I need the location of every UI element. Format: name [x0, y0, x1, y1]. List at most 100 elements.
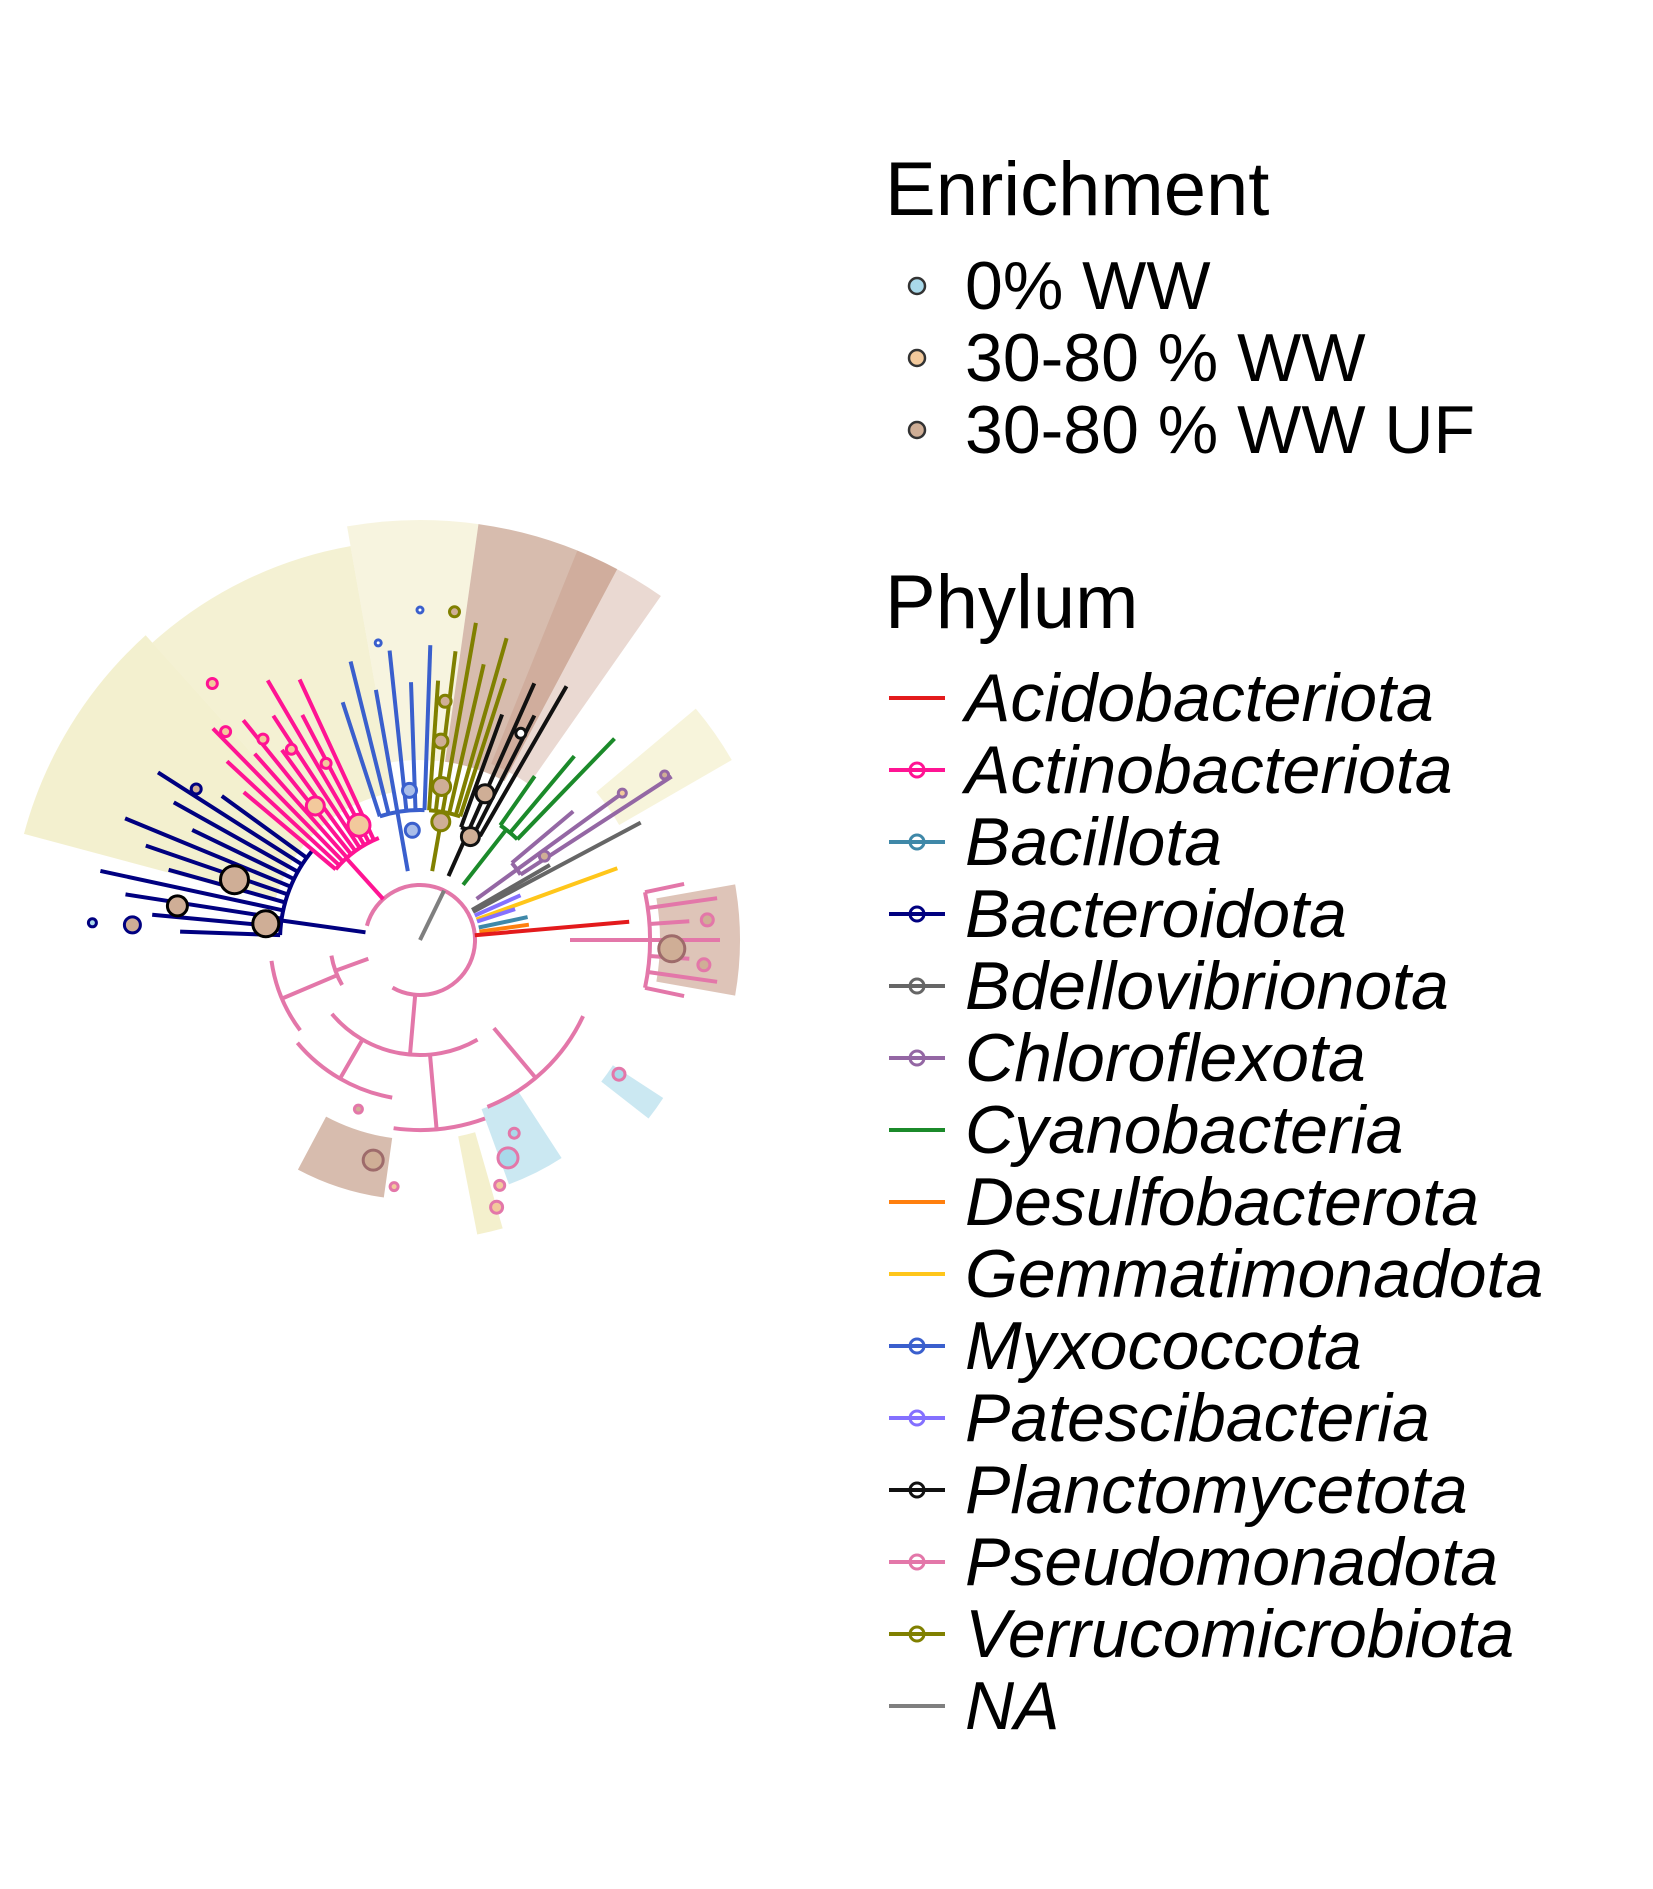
enrichment-legend-label: 0% WW — [965, 248, 1211, 324]
phylum-legend-item: Pseudomonadota — [885, 1526, 1498, 1598]
phylum-legend-item: Bacteroidota — [885, 878, 1347, 950]
tree-branch — [422, 645, 433, 811]
phylum-line-key — [889, 1409, 945, 1427]
tree-branch — [211, 727, 345, 863]
phylum-line-key — [889, 1625, 945, 1643]
enrichment-point — [616, 787, 628, 799]
enrichment-point — [319, 756, 333, 770]
tree-branch — [472, 820, 642, 914]
clade-highlight — [491, 550, 661, 785]
enrichment-point — [474, 783, 496, 805]
clade-highlight — [297, 1116, 393, 1198]
phylum-legend-item: Actinobacteriota — [885, 734, 1453, 806]
enrichment-point — [219, 864, 250, 896]
phylum-legend-label: Patescibacteria — [965, 1380, 1430, 1456]
phylogenetic-tree — [23, 520, 741, 1235]
enrichment-point — [507, 1126, 521, 1140]
tree-branch — [329, 955, 344, 986]
tree-branch — [387, 650, 409, 811]
enrichment-point — [696, 957, 712, 973]
enrichment-point — [431, 776, 453, 797]
phylum-legend-title: Phylum — [885, 560, 1139, 645]
enrichment-point — [489, 1199, 505, 1215]
tree-branch — [253, 752, 349, 860]
enrichment-point — [611, 1066, 627, 1082]
tree-branch — [647, 896, 718, 910]
tree-branch — [379, 808, 425, 819]
phylum-line-key — [889, 1337, 945, 1355]
tree-branch — [348, 661, 391, 815]
enrichment-point — [352, 1103, 364, 1115]
enrichment-point — [430, 811, 452, 833]
phylum-legend-item: Planctomycetota — [885, 1454, 1468, 1526]
tree-branch — [644, 881, 685, 895]
clade-highlight — [601, 1065, 664, 1119]
enrichment-point — [437, 693, 453, 709]
phylum-legend-label: Desulfobacterota — [965, 1164, 1480, 1240]
enrichment-point-key — [907, 348, 927, 368]
phylum-legend-item: Cyanobacteria — [885, 1094, 1403, 1166]
phylum-line-key — [889, 1128, 945, 1132]
tree-branch — [515, 737, 616, 841]
tree-branch — [492, 1026, 538, 1080]
tree-branch — [124, 816, 292, 889]
clade-highlight — [596, 708, 732, 825]
tree-branch — [515, 791, 624, 872]
phylum-legend-label: Bdellovibrionota — [965, 948, 1449, 1024]
tree-branch — [498, 775, 537, 827]
phylum-line-key — [889, 1049, 945, 1067]
phylum-line-key — [889, 1481, 945, 1499]
tree-branch — [281, 918, 366, 935]
tree-branch — [508, 754, 576, 835]
phylum-line-key — [889, 1553, 945, 1571]
enrichment-legend-item: 30-80 % WW — [885, 322, 1366, 394]
tree-branch — [475, 866, 618, 922]
phylum-legend-item: Myxococcota — [885, 1310, 1362, 1382]
tree-branch — [473, 893, 522, 918]
tree-branch — [191, 828, 295, 881]
phylum-line-key — [889, 1200, 945, 1204]
phylum-legend-item: Verrucomicrobiota — [885, 1598, 1514, 1670]
tree-branch — [334, 836, 380, 871]
tree-branch — [156, 770, 304, 867]
tree-branch — [364, 882, 478, 997]
tree-branch — [453, 637, 509, 816]
tree-branch — [395, 811, 410, 872]
tree-branch — [447, 663, 486, 814]
tree-branch — [265, 679, 367, 847]
phylum-legend-label: Chloroflexota — [965, 1020, 1366, 1096]
enrichment-point — [514, 726, 528, 740]
enrichment-point — [403, 821, 421, 839]
clade-highlight — [445, 524, 618, 782]
enrichment-point — [459, 826, 481, 848]
phylum-line-key — [889, 696, 945, 700]
tree-branch — [458, 677, 507, 818]
tree-branch — [220, 794, 308, 860]
tree-branch — [99, 868, 284, 913]
enrichment-point — [205, 677, 219, 690]
phylum-legend-label: Cyanobacteria — [965, 1092, 1404, 1168]
phylum-legend-label: Acidobacteriota — [965, 660, 1434, 736]
enrichment-point — [388, 1181, 400, 1193]
phylum-line-key — [889, 833, 945, 851]
tree-branch — [478, 685, 569, 838]
tree-branch — [334, 956, 369, 973]
enrichment-legend-title: Enrichment — [885, 147, 1270, 232]
tree-branch — [344, 856, 385, 901]
phylum-legend-label: Planctomycetota — [965, 1452, 1468, 1528]
tree-branch — [649, 919, 690, 926]
enrichment-point — [122, 915, 142, 935]
tree-branch — [644, 985, 685, 999]
phylum-legend-item: Bacillota — [885, 806, 1222, 878]
enrichment-legend-item: 0% WW — [885, 250, 1211, 322]
phylum-legend-item: NA — [885, 1670, 1059, 1742]
tree-branch — [418, 889, 446, 941]
enrichment-point — [189, 782, 203, 796]
tree-branch — [338, 1038, 365, 1080]
tree-branch — [476, 907, 516, 924]
enrichment-point — [361, 1148, 385, 1172]
enrichment-point — [401, 781, 418, 799]
enrichment-point — [415, 605, 425, 615]
tree-branch — [172, 800, 299, 874]
clade-highlight — [23, 635, 320, 902]
